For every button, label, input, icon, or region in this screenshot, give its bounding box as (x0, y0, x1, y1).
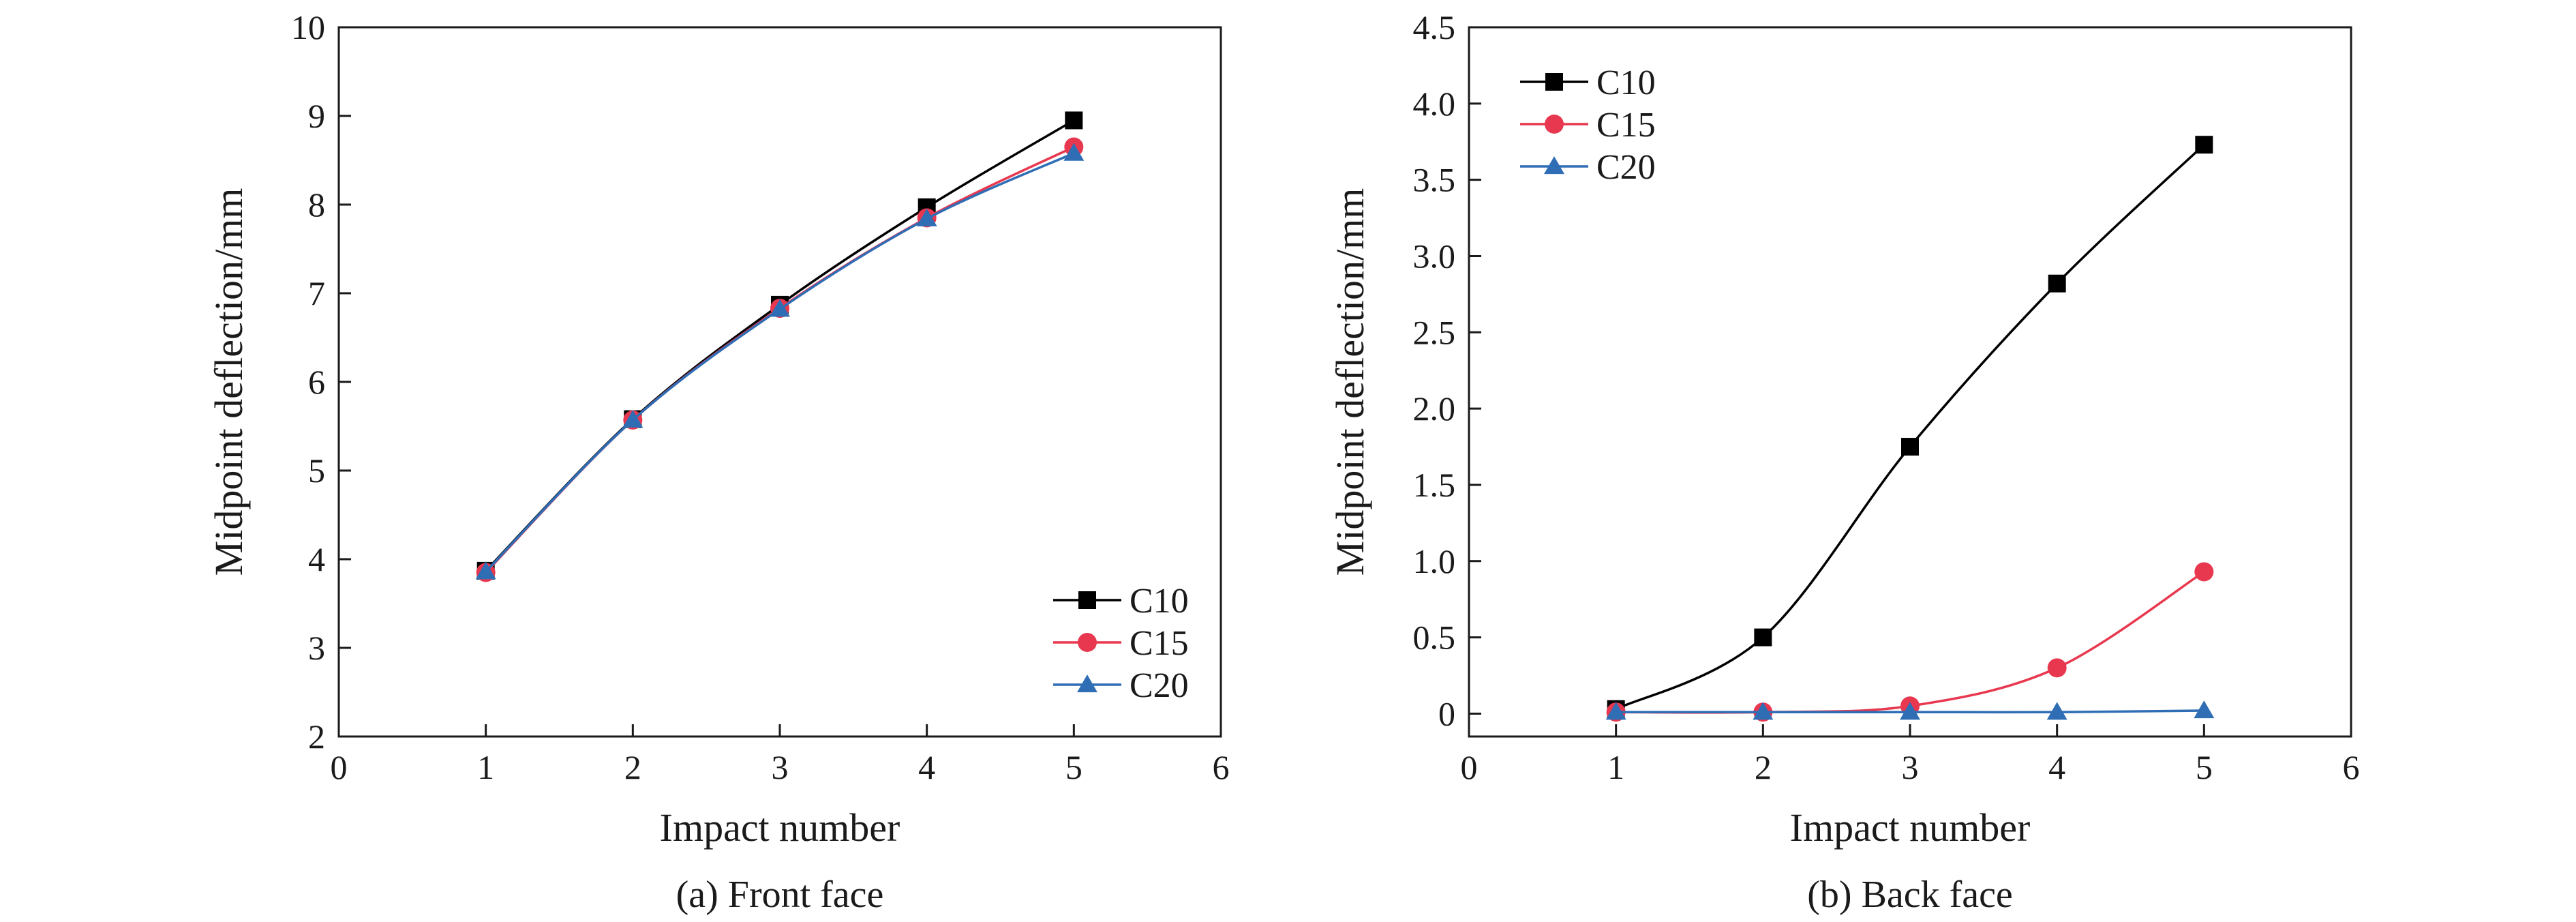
y-tick-label: 2.5 (1413, 313, 1456, 351)
series-c15 (1606, 562, 2214, 722)
x-tick-label: 5 (1065, 748, 1082, 786)
y-tick-label: 1.0 (1413, 542, 1456, 580)
legend-marker (1078, 633, 1097, 652)
data-point (2194, 562, 2214, 582)
y-axis-label: Midpoint deflection/mm (207, 188, 251, 576)
y-tick-label: 6 (308, 363, 325, 401)
x-tick-label: 6 (2343, 748, 2360, 786)
legend-label: C20 (1596, 148, 1656, 187)
y-tick-label: 3.5 (1413, 161, 1456, 199)
x-axis-label: Impact number (1790, 805, 2031, 850)
data-point (1753, 702, 1774, 720)
x-tick-label: 6 (1213, 748, 1230, 786)
series-line (485, 145, 1075, 574)
data-point (2046, 702, 2067, 720)
x-tick-label: 4 (918, 748, 935, 786)
x-tick-label: 1 (1607, 748, 1624, 786)
series-line (485, 152, 1075, 573)
y-tick-label: 4.0 (1413, 85, 1456, 123)
x-tick-label: 3 (772, 748, 789, 786)
legend-marker (1077, 674, 1097, 693)
x-tick-label: 3 (1902, 748, 1919, 786)
data-point (475, 561, 496, 580)
x-tick-label: 5 (2196, 748, 2213, 786)
caption: (b) Back face (1807, 874, 2013, 916)
data-point (1754, 628, 1772, 646)
x-tick-label: 0 (331, 748, 348, 786)
y-tick-label: 10 (291, 8, 325, 46)
y-tick-label: 4.5 (1413, 8, 1456, 46)
x-tick-label: 0 (1461, 748, 1478, 786)
data-point (2047, 658, 2067, 678)
legend-marker (1078, 591, 1096, 609)
y-tick-label: 2.0 (1413, 389, 1456, 428)
series-line (1616, 570, 2205, 714)
y-tick-label: 2 (308, 717, 325, 756)
y-tick-label: 7 (308, 274, 325, 312)
data-point (1901, 438, 1919, 456)
legend-marker (1545, 115, 1564, 134)
x-tick-label: 2 (1755, 748, 1772, 786)
data-point (622, 410, 643, 428)
chart-back-face: 0 1 2 3 4 5 6 0 0.5 1.0 1.5 2.0 2.5 3.0 3.5 4.0 4.5 Impac… (1328, 8, 2360, 916)
series-c15 (476, 137, 1084, 582)
y-axis-label: Midpoint deflection/mm (1328, 188, 1372, 576)
y-tick-label: 1.5 (1413, 466, 1456, 504)
legend-label: C15 (1596, 106, 1656, 145)
plot-frame (337, 26, 1222, 738)
x-tick-label: 2 (624, 748, 641, 786)
legend-marker (1545, 73, 1563, 91)
y-tick-label: 8 (308, 185, 325, 224)
x-tick-label: 1 (477, 748, 494, 786)
x-axis-label: Impact number (660, 805, 900, 850)
data-point (1065, 111, 1083, 130)
y-tick-label: 5 (308, 451, 325, 490)
y-tick-label: 4 (308, 540, 325, 578)
y-tick-label: 3.0 (1413, 237, 1456, 275)
series-c10 (1607, 136, 2213, 718)
legend-marker (1544, 156, 1564, 175)
data-point (1900, 702, 1920, 720)
chart-front-face: 0 1 2 3 4 5 6 2 3 4 5 6 7 8 9 10 Impact number Midpoint d… (207, 8, 1230, 916)
y-tick-label: 0.5 (1413, 619, 1456, 657)
legend-label: C20 (1130, 666, 1189, 705)
data-point (2195, 136, 2213, 154)
series-c10 (476, 111, 1083, 580)
data-point (916, 208, 937, 226)
y-tick-label: 9 (308, 97, 325, 135)
series-c20 (1605, 700, 2215, 720)
data-point (1063, 143, 1085, 161)
data-point (2048, 274, 2066, 293)
caption: (a) Front face (676, 874, 884, 916)
data-point (2194, 700, 2215, 719)
y-tick-label: 0 (1438, 694, 1455, 732)
y-tick-label: 3 (308, 629, 325, 667)
legend-label: C15 (1130, 624, 1189, 663)
legend-label: C10 (1596, 63, 1656, 102)
legend-label: C10 (1130, 582, 1189, 621)
series-line (1615, 143, 2205, 711)
data-point (770, 299, 790, 317)
data-point (1605, 702, 1626, 720)
series-c20 (475, 143, 1085, 580)
x-tick-label: 4 (2048, 748, 2065, 786)
